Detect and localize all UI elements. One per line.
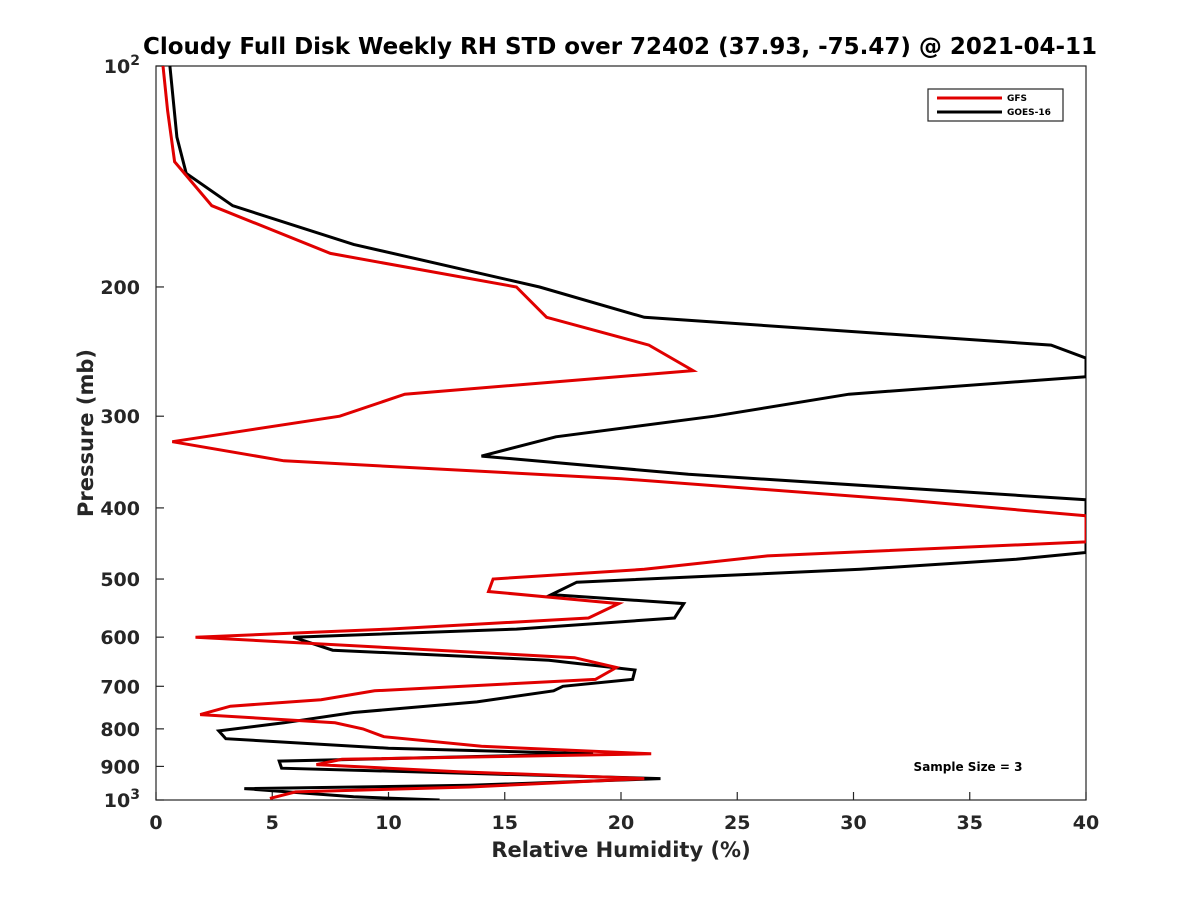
y-tick-label: 103: [104, 787, 140, 812]
y-tick-exponent: 2: [130, 53, 140, 69]
series-line-gfs: [161, 66, 1086, 800]
series-line-goes-16: [168, 66, 1086, 800]
x-tick-label: 25: [724, 812, 750, 834]
series-lines: [161, 66, 1086, 800]
y-tick-label: 400: [100, 498, 140, 520]
y-tick-label: 300: [100, 406, 140, 428]
y-tick-label: 200: [100, 277, 140, 299]
x-axis-label: Relative Humidity (%): [491, 838, 750, 862]
y-tick-label: 600: [100, 627, 140, 649]
legend: GFS GOES-16: [927, 88, 1064, 122]
y-axis-label: Pressure (mb): [74, 349, 98, 517]
y-tick-label: 900: [100, 756, 140, 778]
y-tick-label: 700: [100, 676, 140, 698]
y-tick-label: 102: [104, 53, 140, 78]
y-tick-base: 10: [104, 790, 130, 812]
y-tick-base: 900: [100, 756, 140, 778]
y-tick-base: 200: [100, 277, 140, 299]
legend-label: GOES-16: [1007, 108, 1051, 118]
x-tick-label: 10: [375, 812, 401, 834]
x-tick-label: 40: [1073, 812, 1099, 834]
legend-box: [927, 88, 1064, 122]
y-tick-base: 700: [100, 676, 140, 698]
legend-label: GFS: [1007, 94, 1027, 104]
y-tick-label: 500: [100, 569, 140, 591]
y-tick-base: 500: [100, 569, 140, 591]
y-tick-exponent: 3: [130, 787, 140, 803]
chart-title: Cloudy Full Disk Weekly RH STD over 7240…: [143, 34, 1097, 60]
y-tick-base: 300: [100, 406, 140, 428]
x-axis-ticks: 0 5 10 15 20 25 30 35 40: [149, 792, 1099, 834]
sample-size-annotation: Sample Size = 3: [914, 760, 1023, 774]
y-tick-base: 800: [100, 719, 140, 741]
y-tick-base: 10: [104, 56, 130, 78]
x-tick-label: 35: [957, 812, 983, 834]
x-tick-label: 20: [608, 812, 634, 834]
x-tick-label: 0: [149, 812, 162, 834]
y-tick-base: 400: [100, 498, 140, 520]
x-tick-label: 15: [492, 812, 518, 834]
x-tick-label: 5: [266, 812, 279, 834]
y-tick-label: 800: [100, 719, 140, 741]
x-tick-label: 30: [840, 812, 866, 834]
y-tick-base: 600: [100, 627, 140, 649]
plot-area: 0 5 10 15 20 25 30 35 40 10220030040050060070080…: [100, 53, 1099, 834]
